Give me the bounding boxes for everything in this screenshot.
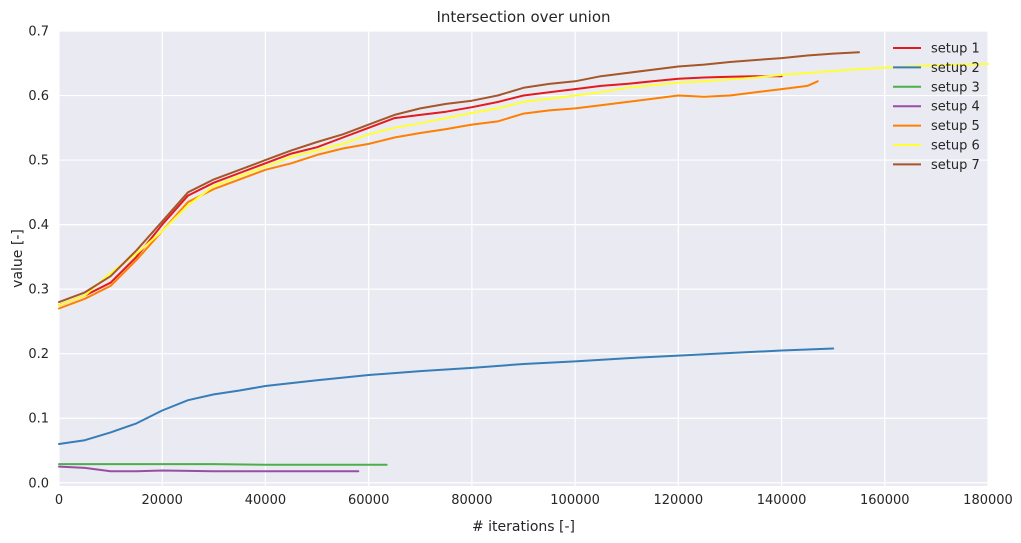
x-tick-label: 160000 (860, 493, 910, 508)
x-tick-label: 80000 (451, 493, 492, 508)
x-tick-label: 60000 (348, 493, 389, 508)
y-tick-label: 0.0 (28, 476, 49, 491)
x-tick-label: 40000 (245, 493, 286, 508)
x-axis-label: # iterations [-] (472, 519, 575, 535)
legend-label: setup 2 (931, 61, 980, 76)
plot-area (59, 31, 988, 486)
x-tick-label: 100000 (550, 493, 600, 508)
y-tick-label: 0.1 (28, 412, 49, 427)
y-tick-label: 0.4 (28, 218, 49, 233)
y-tick-label: 0.3 (28, 283, 49, 298)
chart-title: Intersection over union (436, 8, 610, 26)
legend-label: setup 3 (931, 80, 980, 95)
x-tick-label: 180000 (963, 493, 1013, 508)
legend: setup 1 setup 2 setup 3 setup 4 setup 5 setup… (893, 42, 980, 173)
tick-labels: 0 20000 40000 60000 80000 100000 120000 140000 1… (28, 25, 1013, 509)
legend-label: setup 5 (931, 119, 980, 134)
y-tick-label: 0.7 (28, 25, 49, 40)
x-tick-label: 140000 (757, 493, 807, 508)
series-line-setup-3 (58, 463, 388, 466)
y-tick-label: 0.5 (28, 154, 49, 169)
series-line-setup-4 (58, 465, 360, 473)
legend-label: setup 7 (931, 158, 980, 173)
series-line-setup-2 (58, 347, 835, 445)
y-tick-label: 0.2 (28, 347, 49, 362)
series-line-setup-5 (58, 80, 819, 310)
y-tick-label: 0.6 (28, 89, 49, 104)
y-axis-label: value [-] (10, 229, 26, 288)
legend-label: setup 1 (931, 42, 980, 57)
series-line-setup-7 (58, 51, 860, 304)
series-line-setup-1 (58, 75, 783, 307)
x-tick-label: 20000 (142, 493, 183, 508)
legend-label: setup 6 (931, 139, 980, 154)
x-tick-label: 0 (55, 493, 63, 508)
series-line-setup-6 (58, 62, 989, 307)
x-tick-label: 120000 (654, 493, 704, 508)
legend-label: setup 4 (931, 100, 980, 115)
series-lines (58, 51, 989, 473)
